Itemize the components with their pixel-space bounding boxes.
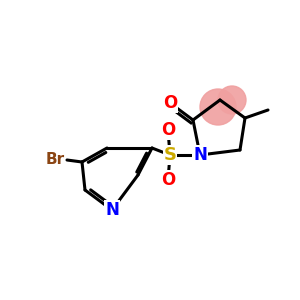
Text: Br: Br <box>45 152 64 167</box>
Text: N: N <box>105 201 119 219</box>
Text: O: O <box>163 94 177 112</box>
Text: O: O <box>161 121 175 139</box>
Text: N: N <box>193 146 207 164</box>
Circle shape <box>200 89 236 125</box>
Text: S: S <box>164 146 176 164</box>
Circle shape <box>218 86 246 114</box>
Text: O: O <box>161 171 175 189</box>
